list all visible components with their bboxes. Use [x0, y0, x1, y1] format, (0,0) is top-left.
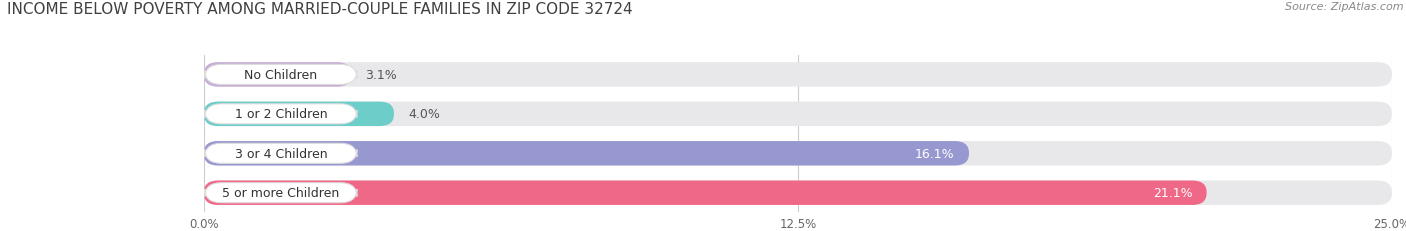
FancyBboxPatch shape: [204, 63, 352, 87]
FancyBboxPatch shape: [205, 144, 357, 164]
FancyBboxPatch shape: [204, 102, 1392, 127]
Text: INCOME BELOW POVERTY AMONG MARRIED-COUPLE FAMILIES IN ZIP CODE 32724: INCOME BELOW POVERTY AMONG MARRIED-COUPL…: [7, 2, 633, 17]
FancyBboxPatch shape: [204, 141, 1392, 166]
Text: 21.1%: 21.1%: [1153, 186, 1192, 199]
Text: 16.1%: 16.1%: [915, 147, 955, 160]
Text: Source: ZipAtlas.com: Source: ZipAtlas.com: [1285, 2, 1403, 12]
FancyBboxPatch shape: [204, 63, 1392, 87]
FancyBboxPatch shape: [204, 141, 969, 166]
FancyBboxPatch shape: [204, 102, 394, 127]
Text: 3.1%: 3.1%: [366, 69, 398, 82]
FancyBboxPatch shape: [205, 183, 357, 203]
FancyBboxPatch shape: [204, 181, 1206, 205]
FancyBboxPatch shape: [204, 181, 1392, 205]
Text: 4.0%: 4.0%: [408, 108, 440, 121]
Text: No Children: No Children: [245, 69, 318, 82]
Text: 5 or more Children: 5 or more Children: [222, 186, 339, 199]
Text: 3 or 4 Children: 3 or 4 Children: [235, 147, 328, 160]
FancyBboxPatch shape: [205, 104, 357, 124]
Text: 1 or 2 Children: 1 or 2 Children: [235, 108, 328, 121]
FancyBboxPatch shape: [205, 65, 357, 85]
